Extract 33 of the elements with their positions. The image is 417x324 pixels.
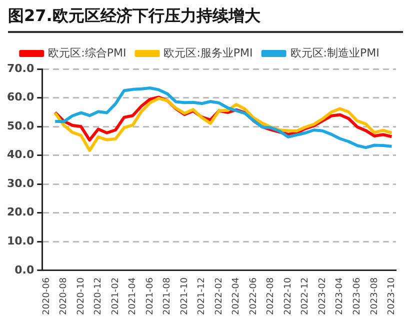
y-tick-label: 50.0 <box>7 119 34 132</box>
x-tick-label: 2023-06 <box>352 277 363 316</box>
x-tick-label: 2020-12 <box>94 277 104 316</box>
x-tick-label: 2023-10 <box>387 277 398 316</box>
x-tick-label: 2021-08 <box>162 277 173 316</box>
x-tick-label: 2020-06 <box>42 277 52 316</box>
x-tick-label: 2022-02 <box>214 277 224 316</box>
x-tick-label: 2022-08 <box>266 277 276 316</box>
x-tick-label: 2021-10 <box>180 277 190 316</box>
x-tick-label: 2021-02 <box>110 277 121 316</box>
legend-label: 欧元区:服务业PMI <box>164 46 253 60</box>
x-tick-label: 2021-06 <box>145 277 156 316</box>
x-tick-label: 2021-04 <box>128 277 138 316</box>
x-tick-label: 2022-04 <box>232 277 242 316</box>
x-tick-label: 2020-08 <box>59 277 70 316</box>
y-tick-label: 30.0 <box>7 176 34 190</box>
y-tick-label: 0.0 <box>14 263 34 276</box>
x-tick-label: 2021-12 <box>197 277 208 316</box>
legend-label: 欧元区:制造业PMI <box>290 46 380 60</box>
y-tick-label: 60.0 <box>7 90 34 104</box>
y-tick-label: 70.0 <box>7 62 34 75</box>
y-tick-label: 10.0 <box>7 234 34 248</box>
x-tick-label: 2022-06 <box>248 277 259 316</box>
x-tick-label: 2022-12 <box>300 277 311 316</box>
x-tick-label: 2023-02 <box>318 277 328 316</box>
x-tick-label: 2023-04 <box>335 277 346 316</box>
legend-label: 欧元区:综合PMI <box>48 46 126 60</box>
y-tick-label: 40.0 <box>7 148 34 162</box>
y-tick-label: 20.0 <box>7 206 34 219</box>
x-tick-label: 2023-08 <box>370 277 380 316</box>
x-tick-label: 2020-10 <box>76 277 86 316</box>
x-tick-label: 2022-10 <box>283 277 294 316</box>
chart-title: 图27.欧元区经济下行压力持续增大 <box>8 6 403 33</box>
